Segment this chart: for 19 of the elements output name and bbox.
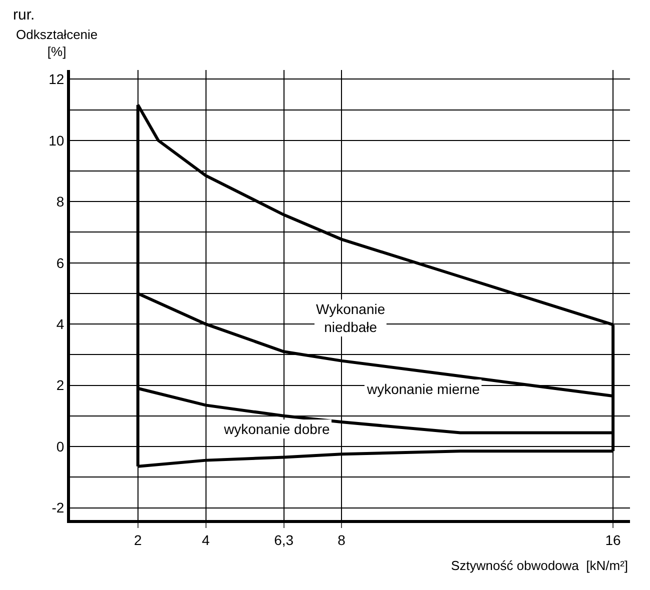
y-tick-label: 12 bbox=[48, 71, 64, 88]
y-tick-label: -2 bbox=[52, 500, 64, 516]
y-axis-title: Odkształcenie [%] bbox=[16, 27, 98, 59]
x-axis-title: Sztywność obwodowa [kN/m²] bbox=[451, 558, 628, 573]
x-tick-label: 8 bbox=[338, 532, 346, 548]
y-tick-label: 6 bbox=[56, 254, 64, 271]
annotation: wykonanie dobre bbox=[223, 421, 330, 437]
chart-title: rur. bbox=[13, 6, 35, 24]
y-tick-label: 2 bbox=[56, 377, 64, 394]
y-tick-label: 8 bbox=[56, 194, 64, 210]
y-tick-label: 0 bbox=[56, 438, 64, 454]
annotation: Wykonanie niedbałe bbox=[316, 301, 386, 336]
x-tick-label: 16 bbox=[605, 532, 622, 548]
y-tick-label: 4 bbox=[56, 316, 64, 332]
x-tick-label: 6,3 bbox=[274, 532, 294, 548]
y-tick-label: 10 bbox=[48, 132, 64, 148]
x-tick-label: 4 bbox=[202, 532, 210, 548]
annotation: wykonanie mierne bbox=[366, 381, 480, 397]
x-tick-label: 2 bbox=[134, 532, 142, 548]
